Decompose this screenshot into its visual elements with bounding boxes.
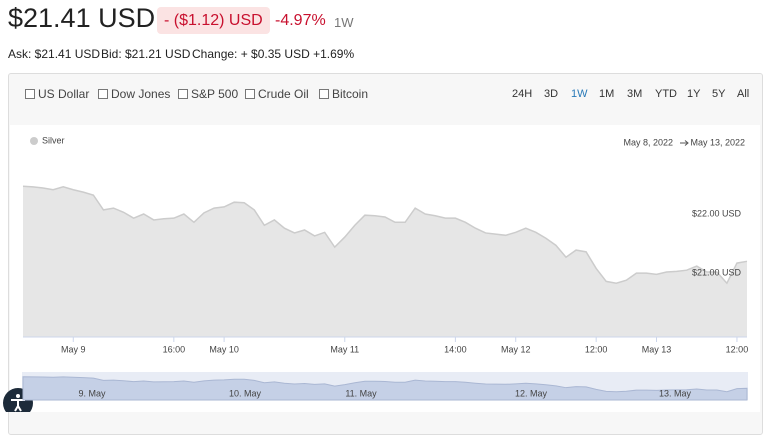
date-end: May 13, 2022 [690, 137, 745, 147]
range-arrow [680, 140, 689, 146]
page: $21.41 USD - ($1.12) USD -4.97% 1W Ask: … [3, 3, 763, 435]
range-button[interactable]: YTD [655, 88, 677, 100]
compare-checkbox[interactable]: Bitcoin [319, 87, 368, 101]
compare-checkbox[interactable]: S&P 500 [178, 87, 238, 101]
change-line: Change: + $0.35 USD +1.69% [192, 47, 355, 61]
x-tick-label: 16:00 [163, 344, 186, 354]
x-tick-label: 12:00 [585, 344, 608, 354]
ask: Ask: $21.41 USD [8, 47, 101, 61]
change-badge: - ($1.12) USD [157, 7, 270, 34]
bid: Bid: $21.21 USD [101, 47, 191, 61]
range-button[interactable]: 1W [571, 88, 588, 100]
compare-checkbox[interactable]: Crude Oil [245, 87, 309, 101]
range-button[interactable]: 3M [627, 88, 643, 100]
x-tick-label: 12:00 [726, 344, 749, 354]
area-fill [23, 186, 747, 337]
chart: Silver May 8, 2022 May 13, 2022 $22.00 U… [3, 135, 749, 412]
compare-checkbox[interactable]: US Dollar [25, 87, 89, 101]
navigator-label: 11. May [345, 388, 377, 398]
price: $21.41 USD [8, 3, 156, 33]
navigator-label: 13. May [659, 388, 692, 398]
range-button[interactable]: 5Y [712, 88, 726, 100]
legend-marker [30, 137, 38, 145]
compare-checkbox[interactable]: Dow Jones [98, 87, 170, 101]
range-button[interactable]: 3D [544, 88, 559, 100]
period: 1W [334, 15, 354, 30]
navigator-label: 12. May [515, 388, 548, 398]
x-tick-label: May 10 [209, 344, 239, 354]
area-line [22, 185, 748, 285]
compare-label: Dow Jones [111, 87, 171, 101]
date-start: May 8, 2022 [623, 137, 673, 147]
x-tick-label: May 9 [61, 344, 86, 354]
navigator-label: 10. May [229, 388, 262, 398]
compare-label: Crude Oil [258, 87, 309, 101]
navigator-label: 9. May [78, 388, 106, 398]
range-button[interactable]: All [737, 88, 750, 100]
compare-label: S&P 500 [191, 87, 239, 101]
x-tick-label: May 12 [501, 344, 531, 354]
range-button[interactable]: 1Y [687, 88, 701, 100]
range-button[interactable]: 24H [512, 88, 533, 100]
x-tick-label: 14:00 [444, 344, 467, 354]
compare-label: Bitcoin [332, 87, 369, 101]
compare-label: US Dollar [38, 87, 90, 101]
legend-label: Silver [42, 135, 65, 145]
navigator-area [22, 376, 748, 401]
x-tick-label: May 13 [642, 344, 672, 354]
change-pct: -4.97% [275, 12, 326, 29]
x-tick-label: May 11 [330, 344, 359, 354]
range-button[interactable]: 1M [599, 88, 615, 100]
y-tick-label: $21.00 USD [692, 268, 742, 278]
y-tick-label: $22.00 USD [692, 208, 742, 218]
